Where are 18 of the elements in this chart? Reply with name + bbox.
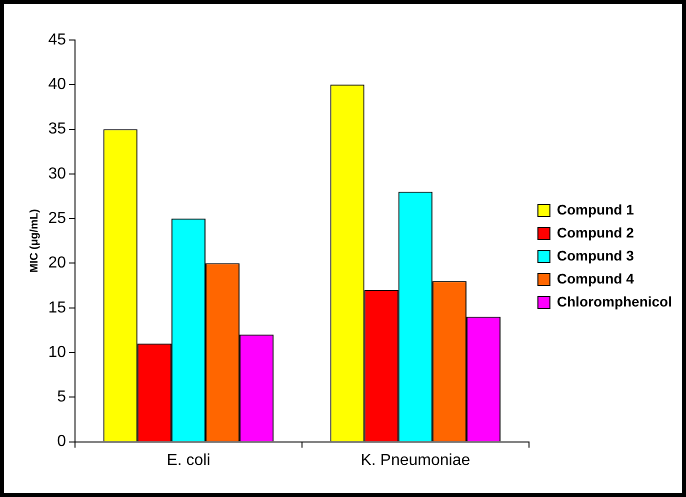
y-tick-label: 5 xyxy=(57,388,66,406)
x-tick-label: E. coli xyxy=(166,452,210,469)
y-tick-label: 20 xyxy=(48,254,66,272)
y-tick-label: 40 xyxy=(48,76,66,94)
y-tick-label: 35 xyxy=(48,120,66,138)
legend-label: Compund 2 xyxy=(556,224,634,240)
legend-label: Compund 1 xyxy=(556,201,634,218)
x-tick-label: K. Pneumoniae xyxy=(360,452,470,469)
legend-label: Compund 4 xyxy=(556,270,634,286)
legend-label: Chloromphenicol xyxy=(556,293,672,310)
y-tick-label: 10 xyxy=(48,344,66,361)
legend-label: Compund 3 xyxy=(556,247,634,264)
y-tick-label: 45 xyxy=(48,31,66,48)
y-tick-label: 15 xyxy=(48,299,66,316)
y-tick-label: 30 xyxy=(48,165,66,182)
y-axis-title: MIC (μg/mL) xyxy=(28,208,41,273)
y-tick-label: 0 xyxy=(57,433,66,450)
y-tick-label: 25 xyxy=(48,210,66,227)
